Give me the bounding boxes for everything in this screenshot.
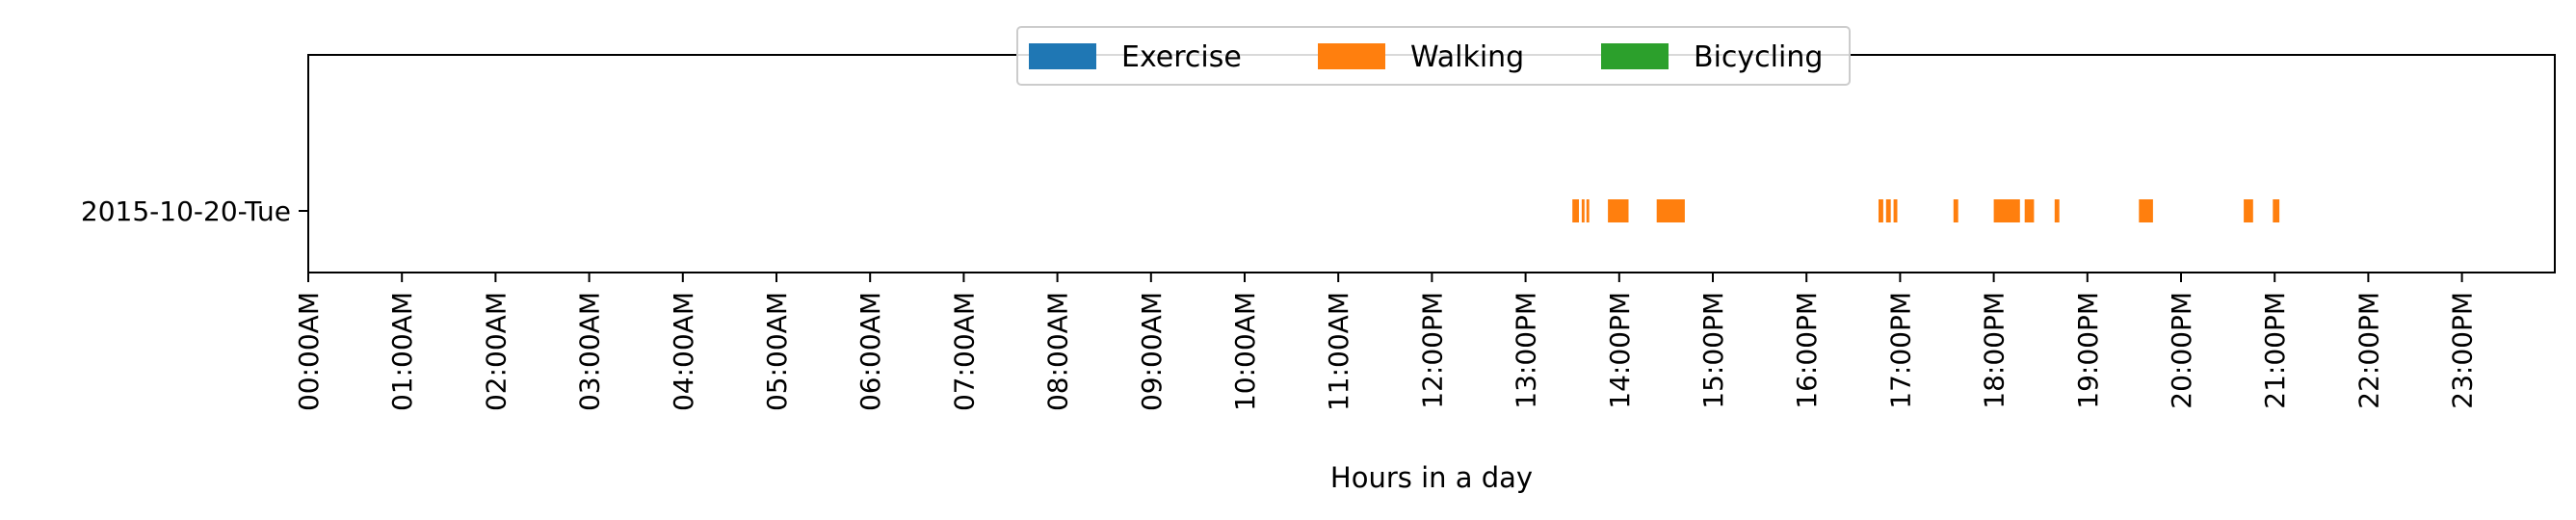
x-tick-label-2: 02:00AM [480,292,512,411]
y-axis: 2015-10-20-Tue [81,195,308,227]
x-tick-label-12: 12:00PM [1416,292,1448,409]
legend-swatch-exercise [1029,43,1096,69]
bar-walking-7 [1893,199,1898,222]
x-tick-label-20: 20:00PM [2166,292,2197,409]
bar-walking-10 [2024,199,2035,222]
bar-walking-9 [1993,199,2020,222]
bar-walking-0 [1572,199,1579,222]
x-tick-label-15: 15:00PM [1697,292,1729,409]
x-tick-label-23: 23:00PM [2447,292,2479,409]
x-tick-label-9: 09:00AM [1136,292,1168,411]
x-tick-label-3: 03:00AM [574,292,606,411]
x-tick-label-17: 17:00PM [1884,292,1916,409]
x-tick-label-16: 16:00PM [1791,292,1823,409]
legend-swatch-walking [1318,43,1385,69]
legend-label-bicycling: Bicycling [1694,40,1823,74]
bar-walking-4 [1656,199,1685,222]
y-tick-label-0: 2015-10-20-Tue [81,195,291,227]
x-tick-label-11: 11:00AM [1323,292,1354,411]
x-tick-label-7: 07:00AM [948,292,980,411]
bar-walking-2 [1586,199,1590,222]
bars-layer [1572,199,2280,222]
x-tick-label-13: 13:00PM [1511,292,1542,409]
bar-walking-3 [1608,199,1629,222]
x-tick-label-1: 01:00AM [386,292,418,411]
plot-area-frame [307,54,2556,273]
x-tick-label-10: 10:00AM [1229,292,1261,411]
x-tick-label-21: 21:00PM [2259,292,2291,409]
legend-frame [1016,26,1851,86]
x-axis: 00:00AM 01:00AM 02:00AM 03:00AM 04:00AM 05:00… [293,273,2479,411]
bar-walking-13 [2244,199,2253,222]
legend-label-walking: Walking [1410,40,1524,74]
x-tick-label-14: 14:00PM [1604,292,1636,409]
bar-walking-12 [2139,199,2153,222]
x-tick-label-6: 06:00AM [854,292,886,411]
x-axis-label: Hours in a day [1330,461,1533,494]
bar-walking-11 [2054,199,2060,222]
bar-walking-1 [1581,199,1585,222]
x-tick-label-0: 00:00AM [293,292,325,411]
legend-swatch-bicycling [1601,43,1669,69]
legend-label-exercise: Exercise [1121,40,1242,74]
legend: Exercise Walking Bicycling [1016,26,1851,86]
x-tick-label-4: 04:00AM [668,292,699,411]
bar-walking-5 [1879,199,1883,222]
x-tick-label-19: 19:00PM [2072,292,2104,409]
x-tick-label-5: 05:00AM [761,292,793,411]
bar-walking-8 [1953,199,1958,222]
x-tick-label-18: 18:00PM [1979,292,2011,409]
x-tick-label-8: 08:00AM [1042,292,1074,411]
bar-walking-14 [2273,199,2280,222]
bar-walking-6 [1885,199,1891,222]
x-tick-label-22: 22:00PM [2353,292,2384,409]
